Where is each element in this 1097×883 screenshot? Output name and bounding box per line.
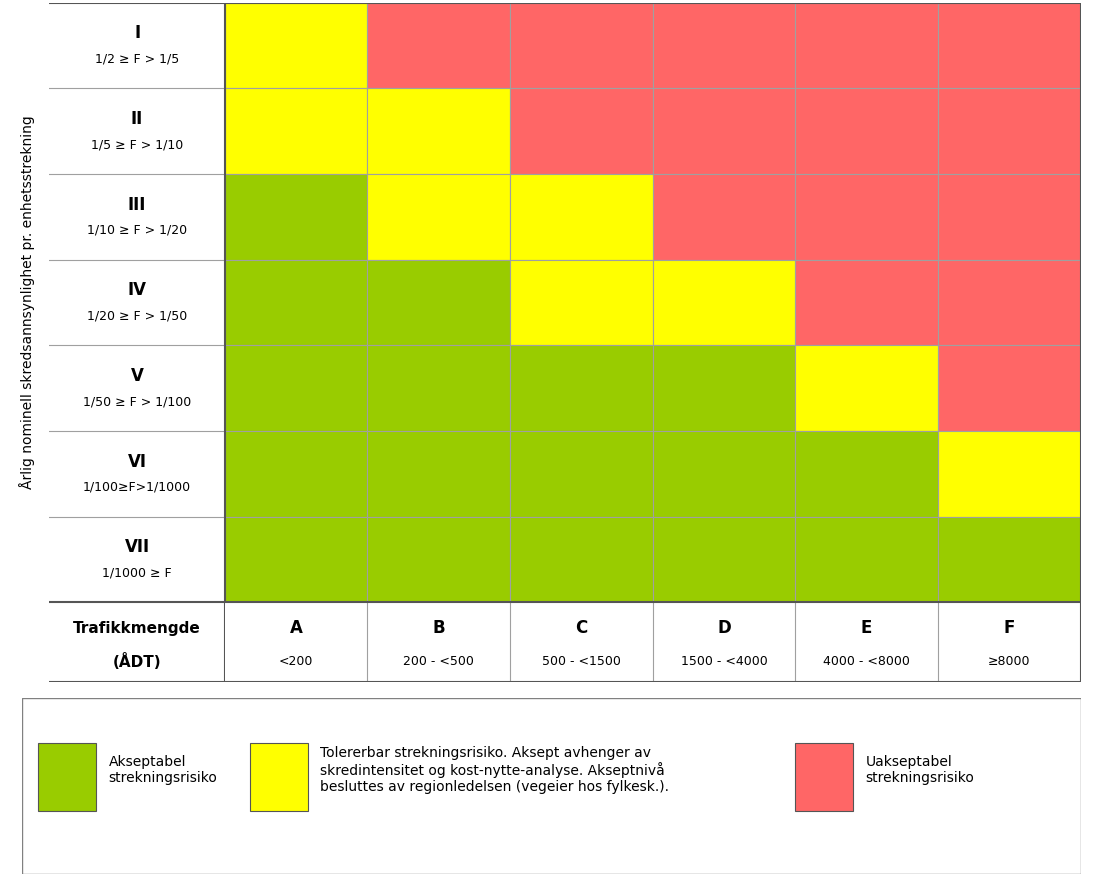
Bar bbox=[510, 3, 653, 88]
Bar bbox=[367, 260, 510, 345]
Bar bbox=[367, 431, 510, 517]
Bar bbox=[653, 174, 795, 260]
Bar bbox=[795, 174, 938, 260]
Bar bbox=[367, 174, 510, 260]
Bar bbox=[653, 345, 795, 431]
Bar bbox=[795, 260, 938, 345]
Bar bbox=[938, 88, 1081, 174]
Bar bbox=[510, 260, 653, 345]
Text: V: V bbox=[131, 367, 144, 385]
Bar bbox=[938, 174, 1081, 260]
Bar bbox=[225, 345, 367, 431]
Text: II: II bbox=[131, 110, 144, 128]
Bar bbox=[225, 88, 367, 174]
Bar bbox=[653, 260, 795, 345]
Text: 500 - <1500: 500 - <1500 bbox=[542, 655, 621, 668]
Text: IV: IV bbox=[127, 282, 147, 299]
Bar bbox=[225, 517, 367, 602]
Text: Trafikkmengde: Trafikkmengde bbox=[73, 621, 201, 636]
Text: (ÅDT): (ÅDT) bbox=[113, 653, 161, 670]
Text: Årlig nominell skredsannsynlighet pr. enhetsstrekning: Årlig nominell skredsannsynlighet pr. en… bbox=[19, 116, 35, 489]
Bar bbox=[938, 3, 1081, 88]
Bar bbox=[794, 743, 853, 811]
Text: I: I bbox=[134, 25, 140, 42]
Bar bbox=[225, 3, 367, 88]
Text: Uakseptabel
strekningsrisiko: Uakseptabel strekningsrisiko bbox=[866, 755, 974, 785]
Text: 1/100≥F>1/1000: 1/100≥F>1/1000 bbox=[83, 481, 191, 494]
Text: Tolererbar strekningsrisiko. Aksept avhenger av
skredintensitet og kost-nytte-an: Tolererbar strekningsrisiko. Aksept avhe… bbox=[320, 745, 669, 795]
Bar bbox=[653, 517, 795, 602]
Bar bbox=[795, 517, 938, 602]
Text: 1500 - <4000: 1500 - <4000 bbox=[680, 655, 768, 668]
Bar bbox=[225, 174, 367, 260]
Bar bbox=[795, 3, 938, 88]
Text: 1/10 ≥ F > 1/20: 1/10 ≥ F > 1/20 bbox=[87, 224, 188, 237]
Bar bbox=[225, 260, 367, 345]
Bar bbox=[653, 3, 795, 88]
Text: C: C bbox=[575, 620, 588, 638]
Bar bbox=[510, 174, 653, 260]
Bar bbox=[510, 88, 653, 174]
Bar bbox=[367, 345, 510, 431]
Text: III: III bbox=[128, 196, 146, 214]
Text: ≥8000: ≥8000 bbox=[988, 655, 1030, 668]
Text: 1/50 ≥ F > 1/100: 1/50 ≥ F > 1/100 bbox=[83, 396, 191, 408]
Text: B: B bbox=[432, 620, 445, 638]
Bar bbox=[37, 743, 97, 811]
Bar bbox=[938, 260, 1081, 345]
Bar bbox=[510, 431, 653, 517]
Bar bbox=[367, 88, 510, 174]
Bar bbox=[367, 3, 510, 88]
Text: 4000 - <8000: 4000 - <8000 bbox=[823, 655, 911, 668]
Text: VII: VII bbox=[125, 539, 149, 556]
Text: 200 - <500: 200 - <500 bbox=[404, 655, 474, 668]
Text: E: E bbox=[861, 620, 872, 638]
Bar bbox=[795, 431, 938, 517]
Bar bbox=[249, 743, 308, 811]
Text: 1/1000 ≥ F: 1/1000 ≥ F bbox=[102, 567, 172, 579]
Text: 1/20 ≥ F > 1/50: 1/20 ≥ F > 1/50 bbox=[87, 310, 188, 322]
Bar bbox=[367, 517, 510, 602]
Bar bbox=[653, 88, 795, 174]
Text: D: D bbox=[717, 620, 731, 638]
Bar bbox=[225, 431, 367, 517]
Bar bbox=[938, 431, 1081, 517]
Text: Akseptabel
strekningsrisiko: Akseptabel strekningsrisiko bbox=[109, 755, 217, 785]
Bar bbox=[938, 517, 1081, 602]
Bar bbox=[510, 345, 653, 431]
Bar bbox=[510, 517, 653, 602]
Bar bbox=[795, 345, 938, 431]
Bar bbox=[653, 431, 795, 517]
Text: 1/5 ≥ F > 1/10: 1/5 ≥ F > 1/10 bbox=[91, 139, 183, 151]
Bar bbox=[938, 345, 1081, 431]
Text: <200: <200 bbox=[279, 655, 314, 668]
Text: VI: VI bbox=[127, 453, 147, 471]
Text: 1/2 ≥ F > 1/5: 1/2 ≥ F > 1/5 bbox=[95, 53, 179, 65]
Bar bbox=[795, 88, 938, 174]
Text: A: A bbox=[290, 620, 303, 638]
Text: F: F bbox=[1004, 620, 1015, 638]
